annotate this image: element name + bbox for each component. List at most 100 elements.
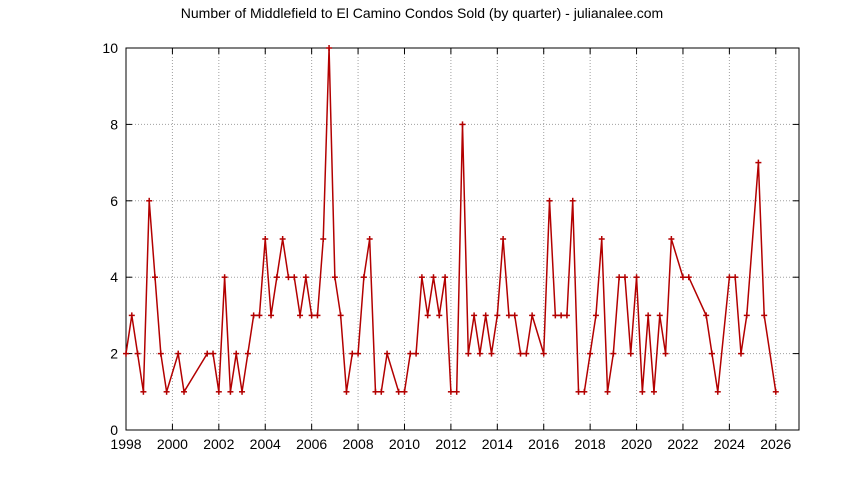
data-point	[482, 312, 489, 319]
data-point	[505, 312, 512, 319]
x-tick-label: 2010	[389, 436, 420, 452]
data-point	[656, 312, 663, 319]
data-point	[418, 274, 425, 281]
data-point	[210, 350, 217, 357]
data-point	[685, 274, 692, 281]
data-point	[511, 312, 518, 319]
data-point	[737, 350, 744, 357]
data-point	[453, 388, 460, 395]
data-point	[471, 312, 478, 319]
data-point	[581, 388, 588, 395]
data-point	[331, 274, 338, 281]
data-point	[523, 350, 530, 357]
data-point	[360, 274, 367, 281]
data-point	[459, 121, 466, 128]
data-point	[204, 350, 211, 357]
x-tick-label: 2024	[714, 436, 745, 452]
chart-title: Number of Middlefield to El Camino Condo…	[181, 5, 663, 21]
data-point	[633, 274, 640, 281]
data-point	[285, 274, 292, 281]
data-point	[714, 388, 721, 395]
data-point	[732, 274, 739, 281]
data-point	[627, 350, 634, 357]
data-point	[291, 274, 298, 281]
x-tick-labels: 1998 2000 2002 2004 2006 2008 2010 2012 2014 2016…	[110, 436, 791, 452]
data-point	[616, 274, 623, 281]
data-point	[163, 388, 170, 395]
data-point	[604, 388, 611, 395]
data-point	[430, 274, 437, 281]
data-point	[262, 236, 269, 242]
data-point	[337, 312, 344, 319]
data-point	[529, 312, 536, 319]
x-tick-label: 2006	[296, 436, 327, 452]
data-point	[726, 274, 733, 281]
data-point	[424, 312, 431, 319]
data-point	[540, 350, 547, 357]
x-tick-label: 2004	[250, 436, 281, 452]
data-point	[250, 312, 257, 319]
data-point	[273, 274, 280, 281]
x-tick-label: 2000	[157, 436, 188, 452]
data-point	[558, 312, 565, 319]
data-point	[279, 236, 286, 242]
data-point	[268, 312, 275, 319]
data-point	[221, 274, 228, 281]
data-point	[639, 388, 646, 395]
data-point	[215, 388, 222, 395]
data-point	[146, 197, 153, 204]
x-tick-label: 2014	[482, 436, 513, 452]
data-point	[610, 350, 617, 357]
x-tick-label: 2018	[575, 436, 606, 452]
data-point	[708, 350, 715, 357]
y-tick-labels: 0 2 4 6 8 10	[102, 40, 118, 438]
data-point	[650, 388, 657, 395]
x-tick-label: 2016	[528, 436, 559, 452]
data-point	[384, 350, 391, 357]
x-tick-label: 1998	[110, 436, 141, 452]
data-point	[372, 388, 379, 395]
data-point	[378, 388, 385, 395]
data-point	[128, 312, 135, 319]
data-point	[442, 274, 449, 281]
data-point	[755, 159, 762, 166]
data-point	[569, 197, 576, 204]
data-point	[488, 350, 495, 357]
data-point	[743, 312, 750, 319]
data-point	[233, 350, 240, 357]
y-tick-label: 10	[102, 40, 118, 56]
data-point	[703, 312, 710, 319]
data-point	[598, 236, 605, 242]
data-point	[436, 312, 443, 319]
data-point	[447, 388, 454, 395]
data-point	[366, 236, 373, 242]
data-point	[227, 388, 234, 395]
data-point	[320, 236, 327, 242]
data-point	[563, 312, 570, 319]
data-point	[772, 388, 779, 395]
ticks	[125, 47, 799, 431]
data-point	[123, 350, 129, 357]
data-point	[256, 312, 263, 319]
data-point	[401, 388, 408, 395]
data-point	[668, 236, 675, 242]
data-point	[546, 197, 553, 204]
data-point	[592, 312, 599, 319]
data-point	[349, 350, 356, 357]
y-tick-label: 2	[110, 346, 118, 362]
data-point	[181, 388, 188, 395]
grid	[126, 48, 799, 430]
y-tick-label: 0	[110, 422, 118, 438]
x-tick-label: 2022	[667, 436, 698, 452]
data-point	[413, 350, 420, 357]
y-tick-label: 6	[110, 193, 118, 209]
data-point	[134, 350, 141, 357]
data-point	[761, 312, 768, 319]
data-point	[239, 388, 246, 395]
data-point	[662, 350, 669, 357]
data-point	[326, 45, 333, 51]
data-point	[500, 236, 507, 242]
data-point	[140, 388, 147, 395]
x-tick-label: 2002	[203, 436, 234, 452]
